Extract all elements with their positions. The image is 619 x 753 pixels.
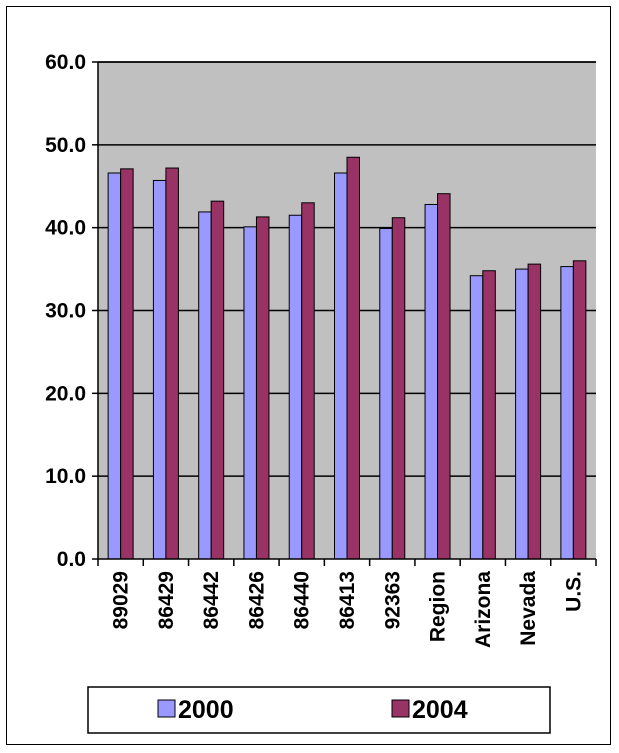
bar-2000-86413: [334, 172, 348, 560]
y-tick-label: 60.0: [45, 51, 86, 74]
legend-label-2004: 2004: [412, 696, 468, 724]
bar-2000-Region: [424, 203, 439, 560]
x-tick-label: 89029: [110, 571, 133, 629]
bar-2000-86442: [198, 211, 212, 560]
bar-2000-Nevada: [515, 268, 529, 560]
legend: 2000 2004: [87, 686, 551, 734]
x-tick-label: 86426: [245, 571, 268, 629]
y-tick-labels: 0.0 10.0 20.0 30.0 40.0 50.0 60.0: [45, 51, 86, 571]
bar-2004-U.S.: [572, 260, 587, 560]
bar-2000-92363: [379, 227, 393, 560]
bar-2000-Arizona: [469, 275, 484, 560]
y-tick-label: 20.0: [45, 382, 86, 405]
bar-2000-89029: [107, 172, 122, 560]
bar-2000-86429: [152, 179, 167, 560]
x-tick-label: 86413: [336, 571, 359, 629]
bars: [107, 156, 587, 560]
y-tick-label: 50.0: [45, 134, 86, 157]
bar-2004-86429: [165, 167, 179, 560]
legend-box: [87, 686, 551, 734]
bar-2004-86440: [301, 202, 315, 560]
bar-2004-Region: [437, 193, 451, 560]
bar-2004-92363: [391, 217, 406, 560]
x-tick-label: 86442: [200, 571, 223, 629]
bar-2004-Arizona: [482, 270, 496, 560]
legend-label-2000: 2000: [178, 696, 234, 724]
y-tick-label: 10.0: [45, 465, 86, 488]
x-tick-label: U.S.: [562, 571, 585, 612]
bar-2004-86442: [210, 200, 225, 560]
bar-2004-86426: [255, 216, 270, 560]
bar-2000-86440: [288, 214, 303, 560]
axes: [92, 61, 597, 566]
y-tick-label: 40.0: [45, 217, 86, 240]
x-tick-label: 86429: [155, 571, 178, 629]
bar-2004-89029: [120, 168, 134, 560]
x-tick-labels: 89029 86429 86442 86426 86440 86413 92363 Regio…: [110, 571, 586, 648]
x-tick-label: 92363: [381, 571, 404, 629]
legend-swatch-2000: [157, 699, 176, 718]
y-tick-label: 30.0: [45, 300, 86, 323]
x-tick-label: 86440: [291, 571, 314, 629]
bar-2004-86413: [346, 156, 360, 560]
bar-2004-Nevada: [527, 263, 542, 560]
bar-2000-86426: [243, 226, 257, 560]
x-tick-label: Arizona: [472, 571, 495, 648]
x-tick-label: Region: [427, 571, 450, 642]
bar-2000-U.S.: [560, 266, 574, 560]
y-tick-label: 0.0: [57, 548, 86, 571]
legend-swatch-2004: [391, 699, 410, 718]
x-tick-label: Nevada: [517, 571, 540, 646]
